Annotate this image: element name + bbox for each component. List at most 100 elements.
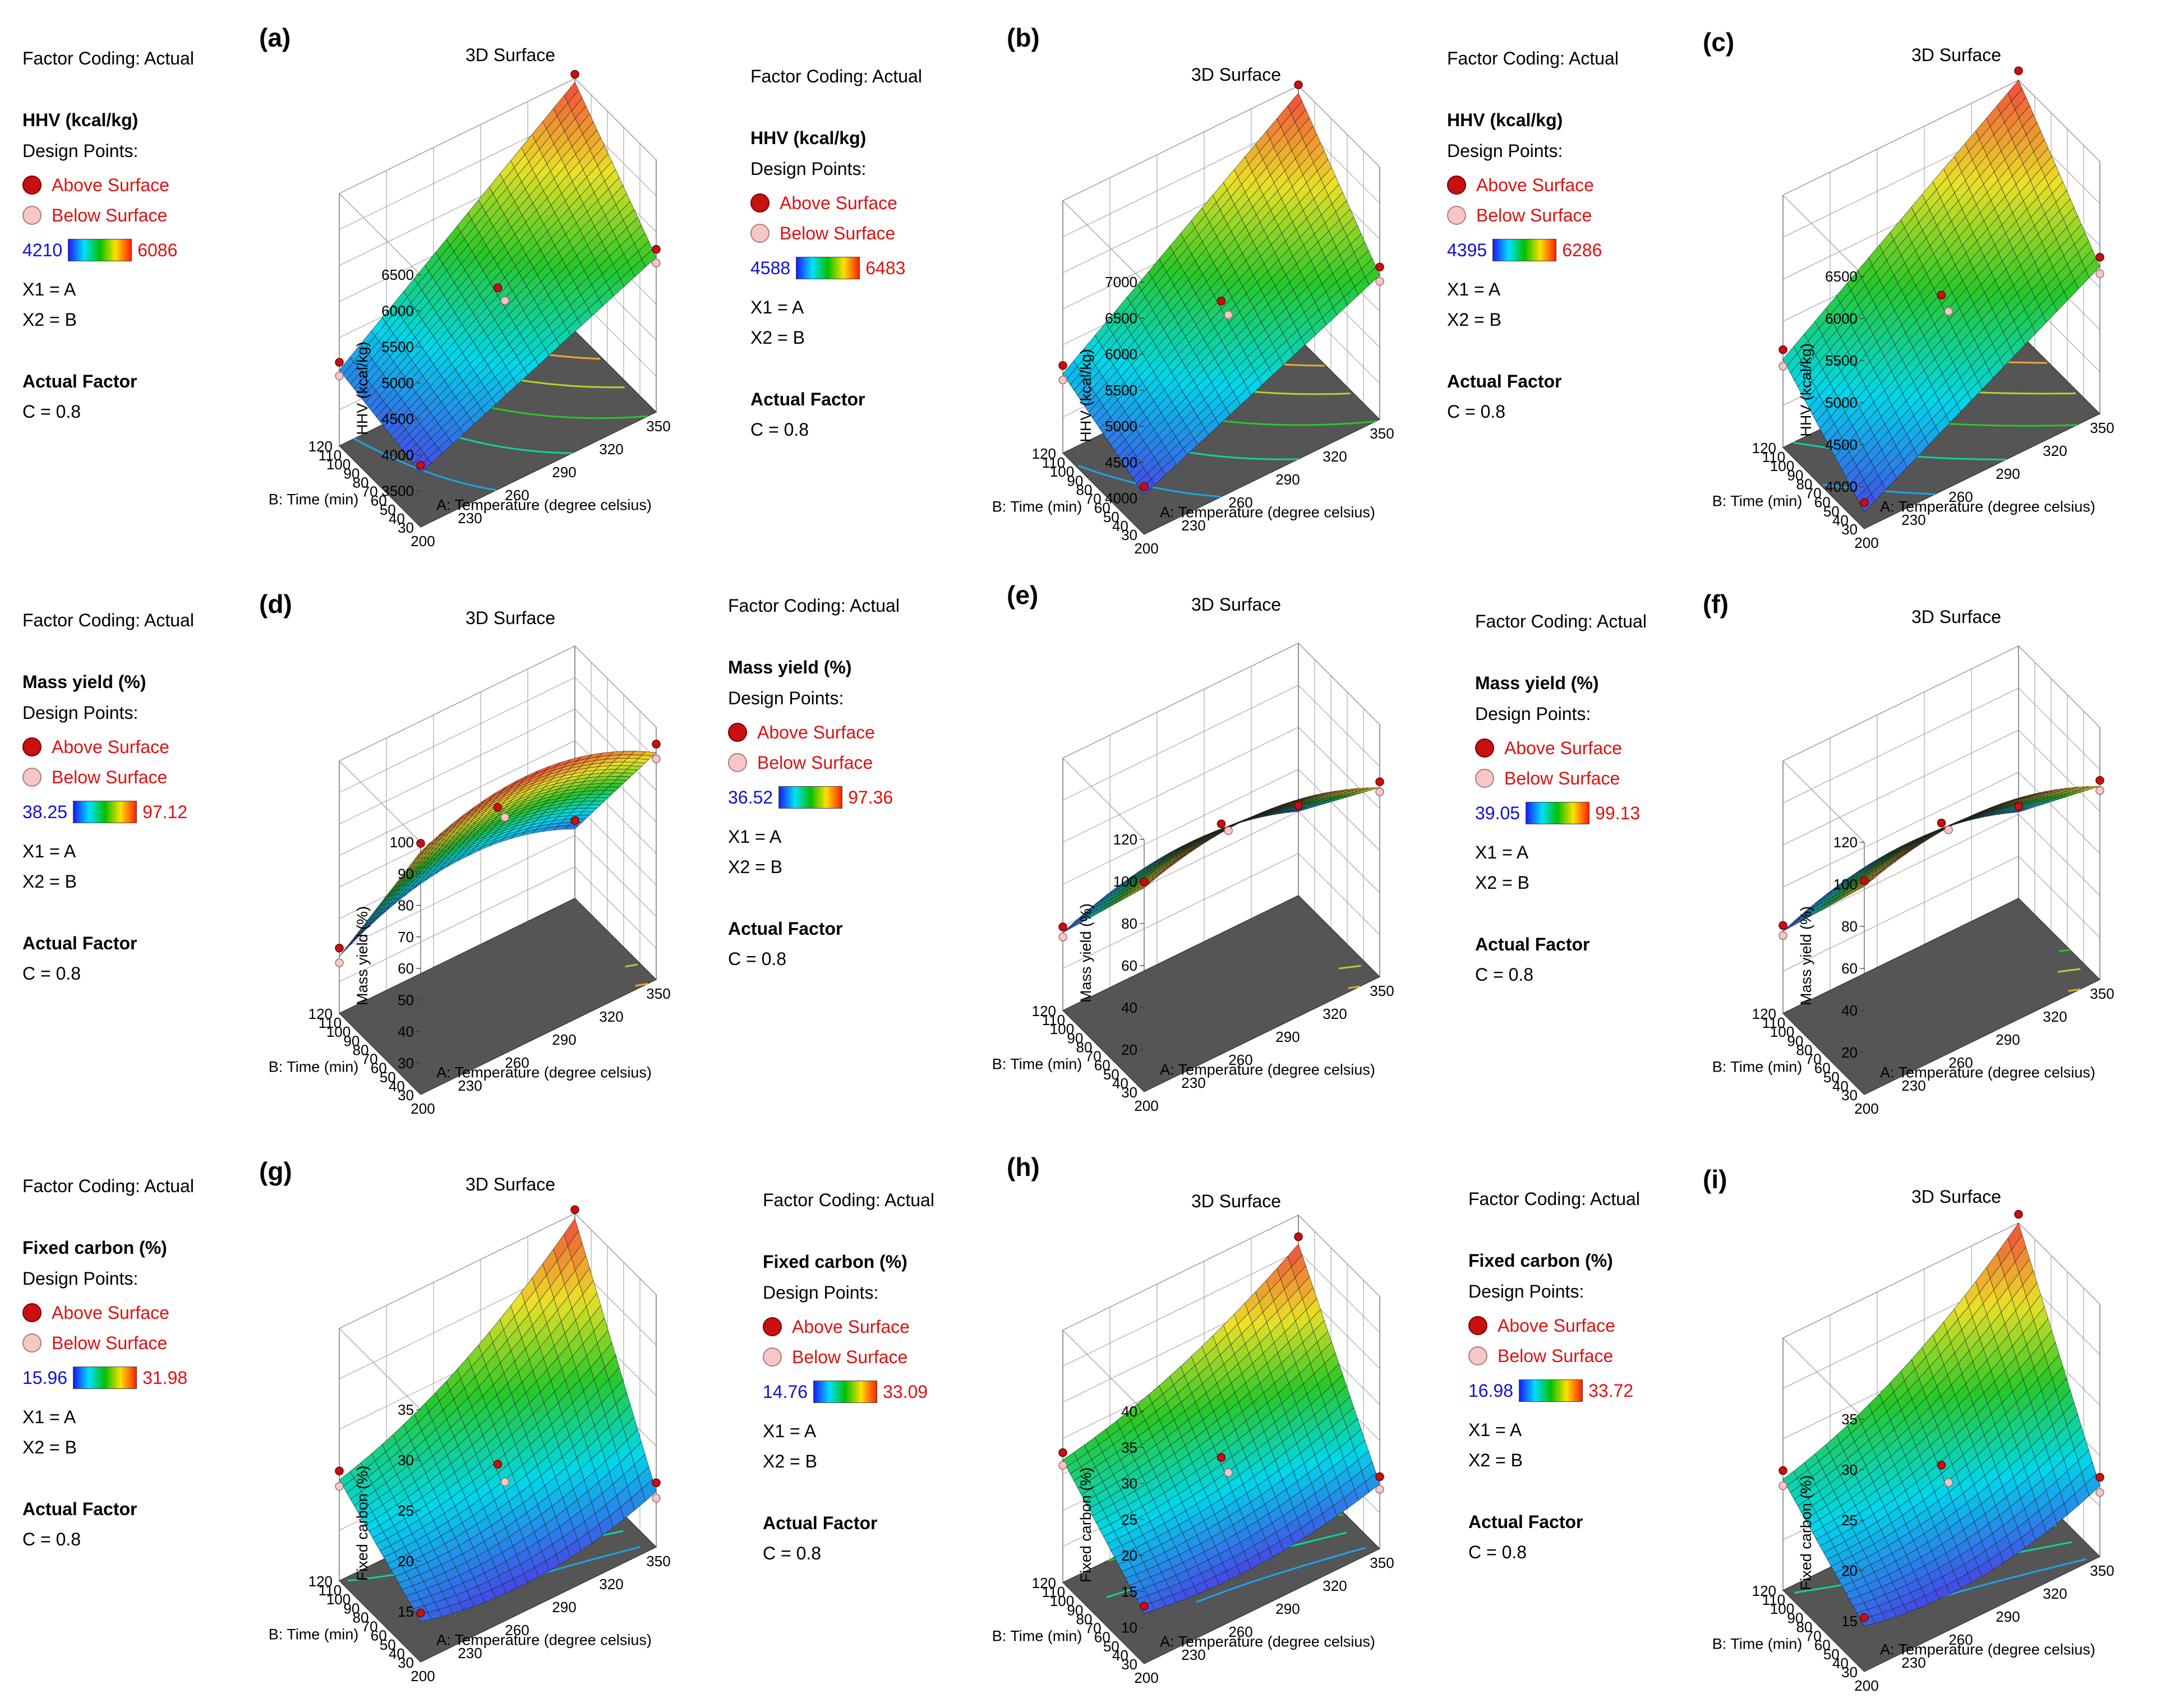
color-scale-min: 39.05 <box>1475 803 1520 823</box>
factor-coding-label: Factor Coding: Actual <box>22 48 194 68</box>
y-tick-label: 100 <box>1770 458 1794 474</box>
z-tick-label: 120 <box>1113 831 1137 848</box>
y-tick-label: 70 <box>362 1618 378 1635</box>
design-point-above <box>1058 922 1067 931</box>
z-tick-label: 40 <box>1841 1002 1858 1019</box>
y-tick-label: 120 <box>308 1573 333 1590</box>
design-point-above <box>416 839 425 848</box>
z-tick-label: 5000 <box>381 375 414 391</box>
design-point-above <box>1294 801 1303 810</box>
below-surface-label: Below Surface <box>52 205 168 225</box>
x-tick-label: 350 <box>646 418 670 435</box>
legend-above-surface: Above Surface <box>750 192 897 214</box>
z-axis-label: Mass yield (%) <box>354 906 371 1005</box>
y-axis-label: B: Time (min) <box>1712 492 1803 509</box>
factor-coding-label: Factor Coding: Actual <box>750 66 922 86</box>
x1-mapping: X1 = A <box>22 279 76 299</box>
chart-title: 3D Surface <box>1191 1191 1282 1211</box>
actual-factor-value: C = 0.8 <box>22 1529 81 1549</box>
x-tick-label: 290 <box>552 1599 576 1616</box>
color-scale-max: 97.36 <box>848 787 893 807</box>
x-axis-label: A: Temperature (degree celsius) <box>1880 1641 2095 1658</box>
back-walls-grid <box>1062 642 1380 1092</box>
design-point-below <box>1224 310 1233 320</box>
x-tick-label: 230 <box>458 1077 482 1094</box>
actual-factor-value: C = 0.8 <box>1475 964 1534 985</box>
z-tick-label: 15 <box>1841 1613 1858 1630</box>
y-tick-label: 110 <box>1762 449 1785 465</box>
design-point-above <box>1860 1613 1869 1622</box>
z-axis-label: Fixed carbon (%) <box>1077 1467 1094 1583</box>
design-point-above <box>335 358 344 367</box>
z-tick-label: 30 <box>398 1452 414 1469</box>
actual-factor-label: Actual Factor <box>22 1499 137 1519</box>
x1-mapping: X1 = A <box>763 1421 817 1441</box>
panel-label: (e) <box>1007 580 1039 610</box>
x-tick-label: 290 <box>1275 1028 1300 1045</box>
y-tick-label: 80 <box>1076 481 1093 498</box>
legend-below-surface: Below Surface <box>1475 767 1620 790</box>
design-point-below <box>2095 1488 2104 1497</box>
y-tick-label: 30 <box>1841 1087 1858 1104</box>
y-tick-label: 120 <box>1752 1005 1776 1022</box>
panel-g: Factor Coding: Actual Fixed carbon (%) Des… <box>0 1135 728 1702</box>
panel-label: (c) <box>1703 27 1735 57</box>
design-point-below <box>1778 362 1787 371</box>
design-point-above <box>1140 1602 1149 1610</box>
z-tick-label: 6000 <box>381 302 414 319</box>
y-tick-label: 120 <box>1032 1575 1056 1591</box>
y-tick-label: 100 <box>326 1591 351 1608</box>
y-tick-label: 50 <box>1823 1646 1840 1663</box>
above-surface-marker-icon <box>750 193 770 213</box>
z-tick-label: 6000 <box>1105 346 1137 363</box>
below-surface-label: Below Surface <box>52 767 168 787</box>
design-point-above <box>1217 1453 1226 1462</box>
design-points <box>1778 1210 2104 1622</box>
x-tick-label: 260 <box>1228 494 1252 511</box>
response-name: HHV (kcal/kg) <box>750 128 867 148</box>
y-tick-label: 50 <box>1103 509 1119 525</box>
design-point-above <box>1140 482 1149 491</box>
y-tick-label: 40 <box>1112 518 1128 534</box>
design-point-above <box>2014 802 2023 811</box>
legend-above-surface: Above Surface <box>728 721 875 744</box>
legend-below-surface: Below Surface <box>750 222 895 244</box>
actual-factor-value: C = 0.8 <box>728 949 787 969</box>
above-surface-marker-icon <box>1468 1316 1487 1335</box>
design-points-label: Design Points: <box>750 159 867 179</box>
x-tick-label: 200 <box>1134 1669 1158 1686</box>
x-tick-label: 260 <box>1948 1054 1973 1071</box>
design-point-below <box>2095 269 2104 278</box>
z-axis-label: HHV (kcal/kg) <box>354 341 371 435</box>
color-scale: 39.05 99.13 <box>1475 802 1640 824</box>
y-tick-label: 40 <box>1832 1078 1849 1095</box>
panel-label: (i) <box>1703 1165 1727 1194</box>
design-points <box>1058 777 1384 942</box>
above-surface-label: Above Surface <box>1504 738 1622 758</box>
response-surface <box>339 1218 657 1622</box>
y-tick-label: 120 <box>1752 1582 1776 1599</box>
x-tick-label: 290 <box>1996 1031 2020 1048</box>
color-scale: 38.25 97.12 <box>22 801 187 823</box>
floor-plane <box>1782 898 2101 1095</box>
design-points <box>335 1205 661 1618</box>
design-point-above <box>2014 66 2023 75</box>
x1-mapping: X1 = A <box>750 297 804 317</box>
design-point-above <box>1375 262 1384 271</box>
design-points-label: Design Points: <box>1475 704 1591 724</box>
y-tick-label: 60 <box>1814 1637 1831 1654</box>
response-name: Fixed carbon (%) <box>763 1252 907 1272</box>
z-axis-label: Fixed carbon (%) <box>1798 1475 1814 1591</box>
color-scale: 16.98 33.72 <box>1468 1379 1633 1402</box>
x-tick-label: 320 <box>1323 448 1347 465</box>
chart-title: 3D Surface <box>1911 45 2002 65</box>
design-point-below <box>1058 375 1067 385</box>
design-points-label: Design Points: <box>763 1282 879 1303</box>
y-tick-label: 120 <box>308 438 333 455</box>
chart-title: 3D Surface <box>1191 594 1282 615</box>
design-point-below <box>1058 1461 1067 1470</box>
factor-coding-label: Factor Coding: Actual <box>22 1176 194 1196</box>
y-tick-label: 90 <box>343 1600 360 1617</box>
below-surface-marker-icon <box>1447 206 1466 225</box>
z-tick-label: 6500 <box>1825 268 1858 285</box>
